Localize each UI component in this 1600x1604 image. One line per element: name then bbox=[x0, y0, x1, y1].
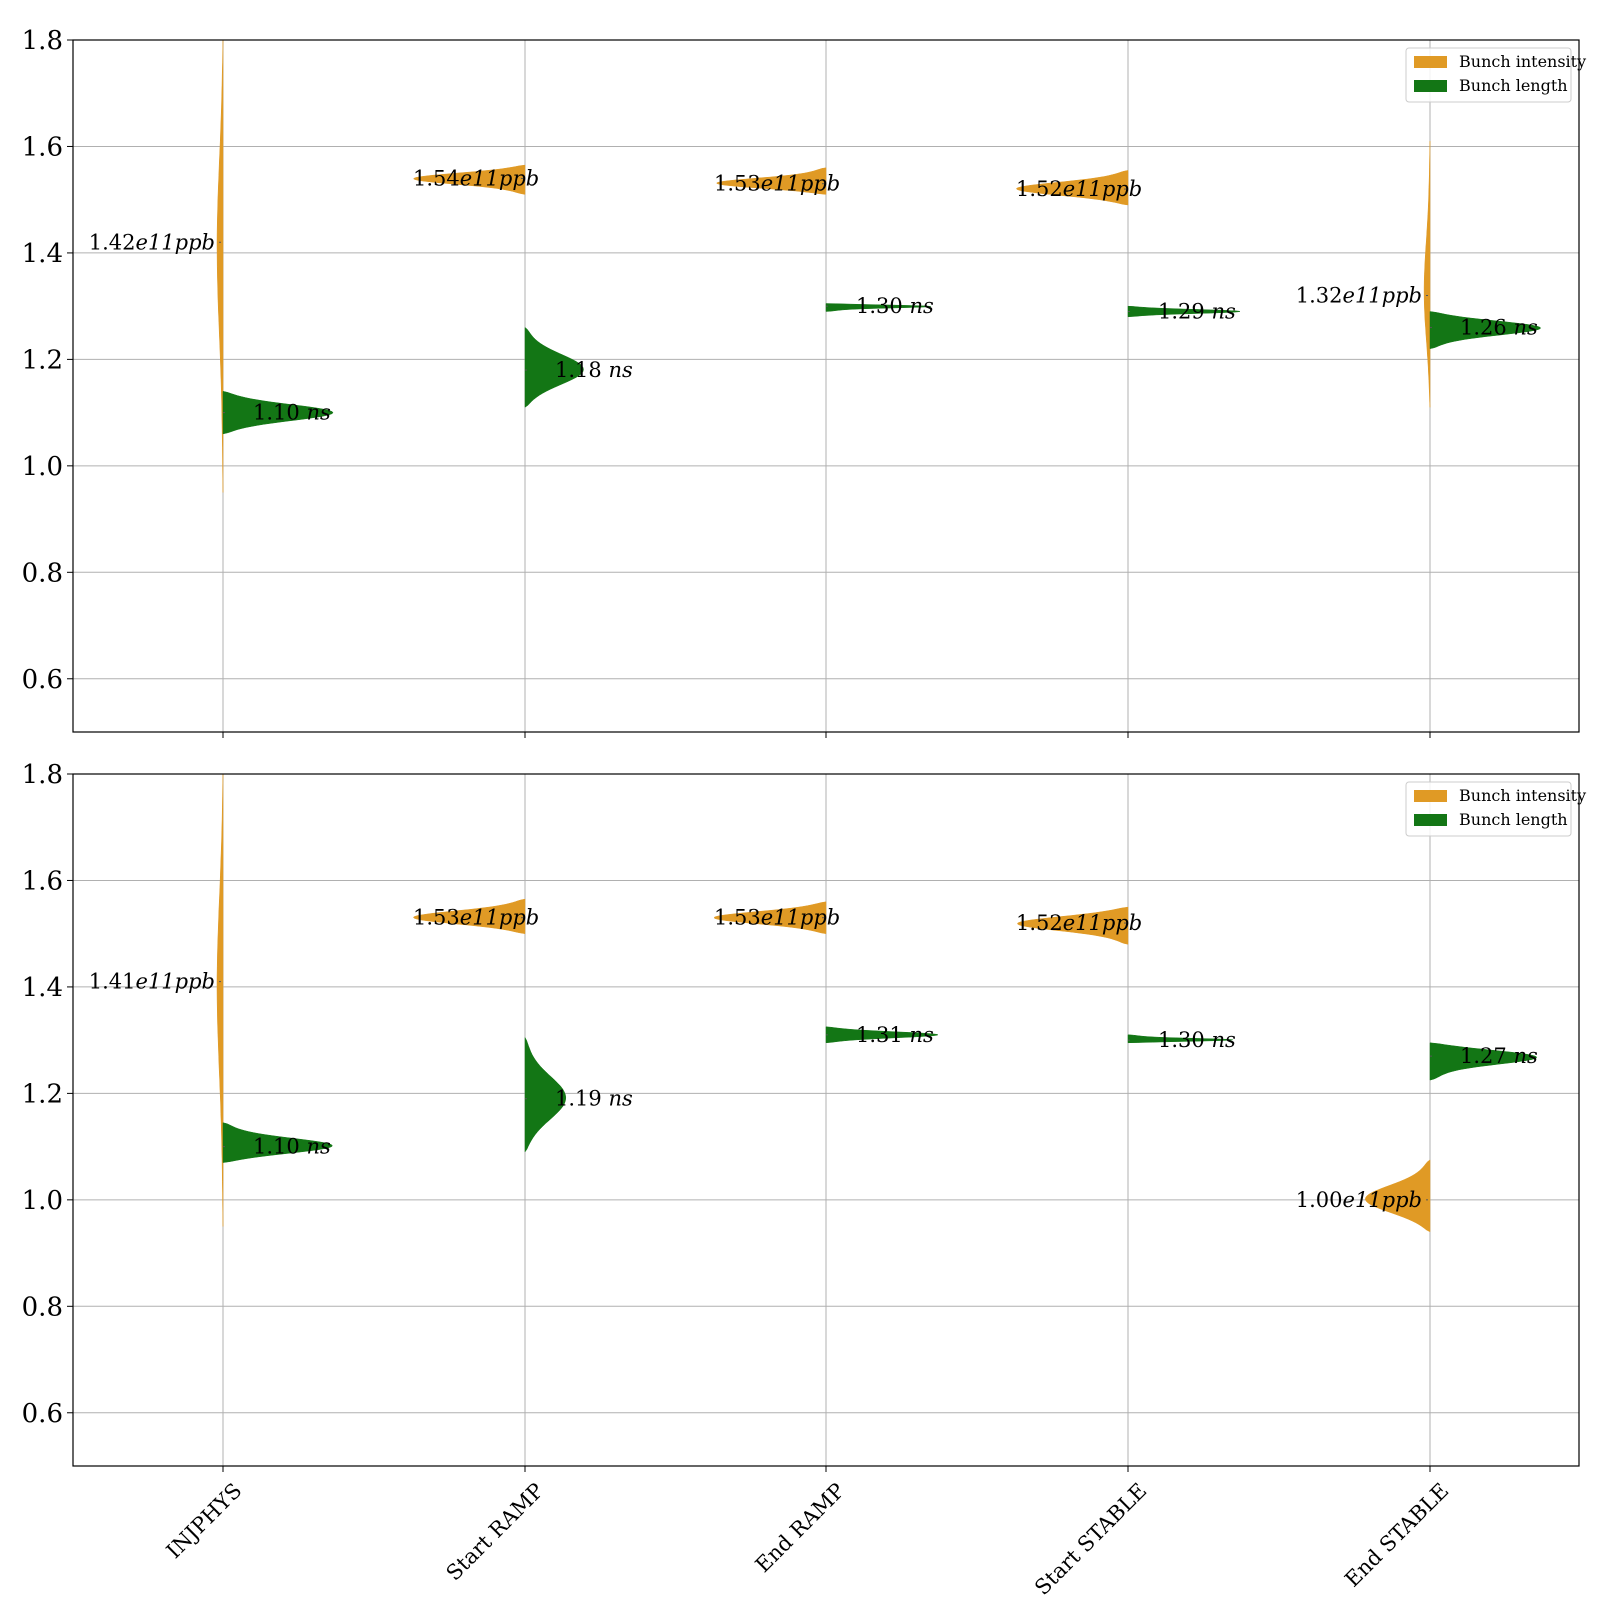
length-violin bbox=[524, 326, 584, 408]
intensity-violin bbox=[413, 898, 526, 934]
legend-box bbox=[1405, 781, 1572, 837]
length-legend-label: Bunch length bbox=[1459, 810, 1568, 829]
intensity-annotation: 1.53e11ppb bbox=[714, 906, 840, 930]
chart-panel-2: 0.6 0.8 1.0 1.2 1.4 1.6 1.8 1.41e11ppb 1.53e11pp… bbox=[22, 760, 1587, 1600]
chart-panel-1: 0.6 0.8 1.0 1.2 1.4 1.6 1.8 1.42e11ppb 1.54e11pp… bbox=[22, 26, 1586, 738]
legend: Bunch intensity Bunch length bbox=[1405, 47, 1586, 103]
y-tick-label: 1.4 bbox=[22, 239, 63, 269]
y-tick-label: 0.6 bbox=[22, 1399, 63, 1429]
length-violin bbox=[222, 1122, 333, 1163]
length-annotation: 1.30 ns bbox=[1158, 1028, 1236, 1052]
length-annotation: 1.10 ns bbox=[253, 401, 331, 425]
length-annotation: 1.31 ns bbox=[856, 1023, 934, 1047]
plot-frame bbox=[72, 39, 1580, 733]
intensity-legend-label: Bunch intensity bbox=[1459, 786, 1586, 805]
length-annotation: 1.10 ns bbox=[253, 1135, 331, 1159]
x-tick-label: End RAMP bbox=[751, 1478, 850, 1577]
length-violin bbox=[524, 1037, 567, 1153]
length-annotation: 1.29 ns bbox=[1158, 299, 1236, 323]
intensity-violin bbox=[216, 773, 224, 1227]
intensity-annotation: 1.41e11ppb bbox=[89, 970, 215, 994]
intensity-annotation: 1.32e11ppb bbox=[1296, 284, 1422, 308]
intensity-annotation: 1.53e11ppb bbox=[413, 906, 539, 930]
length-annotation: 1.26 ns bbox=[1460, 315, 1538, 339]
x-tick-label: INJPHYS bbox=[162, 1478, 247, 1563]
x-tick-label: Start STABLE bbox=[1030, 1478, 1151, 1599]
y-tick-label: 1.2 bbox=[22, 345, 63, 375]
length-legend-label: Bunch length bbox=[1459, 76, 1568, 95]
length-violin bbox=[1429, 311, 1541, 349]
length-annotation: 1.19 ns bbox=[555, 1087, 633, 1111]
length-violin bbox=[1127, 1034, 1233, 1044]
y-tick-label: 1.6 bbox=[22, 132, 63, 162]
y-tick-label: 1.2 bbox=[22, 1079, 63, 1109]
intensity-legend-swatch bbox=[1414, 790, 1447, 802]
length-violin bbox=[1429, 1042, 1537, 1081]
y-tick-label: 0.8 bbox=[22, 558, 63, 588]
intensity-violin bbox=[1017, 906, 1129, 945]
y-tick-label: 1.8 bbox=[22, 760, 63, 790]
x-tick-label: Start RAMP bbox=[442, 1478, 549, 1585]
length-annotation: 1.27 ns bbox=[1460, 1044, 1538, 1068]
x-tick-label: End STABLE bbox=[1340, 1478, 1453, 1591]
intensity-annotation: 1.42e11ppb bbox=[89, 230, 215, 254]
y-tick-label: 1.6 bbox=[22, 866, 63, 896]
length-violin bbox=[825, 1026, 939, 1044]
y-tick-label: 0.8 bbox=[22, 1292, 63, 1322]
intensity-annotation: 1.54e11ppb bbox=[413, 166, 539, 190]
length-violin bbox=[825, 303, 931, 312]
legend-box bbox=[1405, 47, 1572, 103]
intensity-annotation: 1.53e11ppb bbox=[714, 172, 840, 196]
y-tick-label: 1.0 bbox=[22, 1186, 63, 1216]
y-tick-label: 1.8 bbox=[22, 26, 63, 56]
intensity-violin bbox=[716, 167, 827, 195]
length-legend-swatch bbox=[1414, 814, 1447, 826]
intensity-violin bbox=[1365, 1159, 1431, 1233]
y-tick-label: 0.6 bbox=[22, 665, 63, 695]
y-tick-label: 1.4 bbox=[22, 973, 63, 1003]
intensity-violin bbox=[1016, 170, 1129, 206]
plot-frame bbox=[72, 773, 1580, 1467]
intensity-legend-swatch bbox=[1414, 56, 1447, 68]
length-violin bbox=[1127, 305, 1241, 318]
intensity-legend-label: Bunch intensity bbox=[1459, 52, 1586, 71]
intensity-violin bbox=[413, 164, 526, 195]
length-annotation: 1.30 ns bbox=[856, 294, 934, 318]
intensity-annotation: 1.52e11ppb bbox=[1016, 177, 1142, 201]
length-violin bbox=[222, 390, 334, 435]
intensity-violin bbox=[713, 901, 827, 934]
length-annotation: 1.18 ns bbox=[555, 358, 633, 382]
intensity-annotation: 1.00e11ppb bbox=[1296, 1188, 1422, 1212]
length-legend-swatch bbox=[1414, 80, 1447, 92]
intensity-annotation: 1.52e11ppb bbox=[1016, 911, 1142, 935]
intensity-violin bbox=[1423, 141, 1431, 408]
intensity-violin bbox=[216, 39, 224, 493]
y-tick-label: 1.0 bbox=[22, 452, 63, 482]
legend: Bunch intensity Bunch length bbox=[1405, 781, 1586, 837]
